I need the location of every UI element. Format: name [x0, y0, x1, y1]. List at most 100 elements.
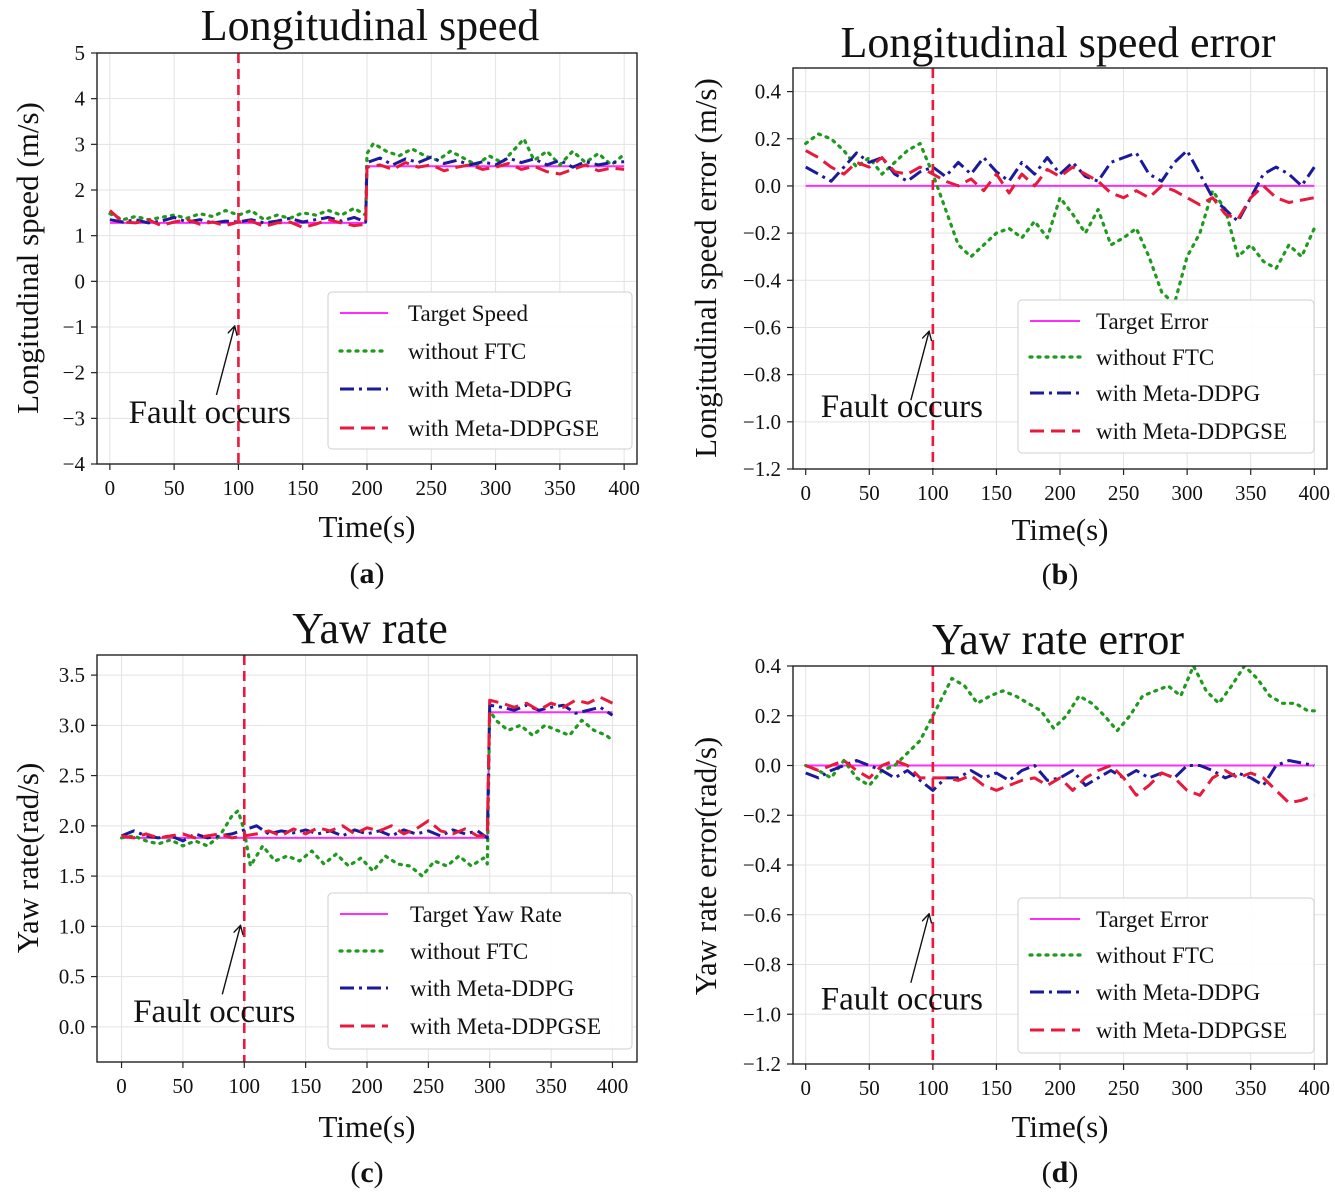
x-tick-label: 400	[1299, 1076, 1331, 1100]
panel-label: (b)	[1042, 558, 1079, 591]
legend-label: with Meta-DDPGSE	[1096, 1018, 1287, 1043]
annotation-text: Fault occurs	[129, 395, 291, 431]
series-line-without-ftc	[804, 132, 1316, 306]
annotation-text: Fault occurs	[133, 994, 295, 1030]
y-tick-label: 3.0	[59, 713, 85, 737]
chart-title: Longitudinal speed	[201, 1, 540, 50]
x-tick-label: 350	[1235, 1076, 1267, 1100]
annotation-arrow	[215, 327, 234, 396]
y-tick-label: 0.4	[755, 654, 782, 678]
annotation-arrow	[910, 915, 929, 983]
y-tick-label: −0.2	[743, 221, 781, 245]
x-tick-label: 100	[917, 1076, 949, 1100]
y-tick-label: −0.6	[743, 903, 781, 927]
y-tick-label: 5	[75, 41, 86, 65]
x-tick-label: 0	[800, 481, 811, 505]
panel-d: 0 50 100 150 200 250 300 350 400 −1.2 −1.0 −0.8 −0.6…	[688, 615, 1330, 1189]
y-tick-label: −0.6	[743, 315, 781, 339]
legend-label: with Meta-DDPG	[1096, 980, 1260, 1005]
x-tick-label: 200	[1044, 1076, 1076, 1100]
y-tick-label: −3	[63, 406, 85, 430]
x-tick-label: 150	[287, 476, 319, 500]
x-tick-label: 50	[172, 1074, 193, 1098]
y-tick-label: 0.2	[755, 127, 781, 151]
y-tick-label: 3	[75, 132, 86, 156]
y-tick-label: 2.0	[59, 814, 85, 838]
y-tick-label: 0.5	[59, 965, 85, 989]
legend-label: Target Yaw Rate	[410, 902, 562, 927]
y-tick-label: 1.0	[59, 914, 85, 938]
y-tick-label: −0.8	[743, 953, 781, 977]
legend-label: with Meta-DDPG	[1096, 381, 1260, 406]
x-tick-label: 400	[597, 1074, 629, 1098]
x-tick-label: 350	[544, 476, 576, 500]
y-tick-label: 0.4	[755, 80, 782, 104]
panel-a: 0 50 100 150 200 250 300 350 400 −4 −3 −2 −1 0 1 2 3 4 5 Lo…	[10, 1, 640, 590]
legend: Target Error without FTC with Meta-DDPG wit…	[1017, 897, 1315, 1054]
legend-label: Target Error	[1096, 309, 1209, 334]
x-axis-label: Time(s)	[318, 1109, 415, 1144]
panel-label: (a)	[350, 557, 385, 590]
legend-label: without FTC	[1096, 345, 1214, 370]
series-line-without-ftc	[119, 708, 615, 878]
panel-c: 0 50 100 150 200 250 300 350 400 0.0 0.5 1.0 1.5 2.0 2…	[10, 604, 638, 1189]
y-tick-label: 2	[75, 178, 86, 202]
legend-label: without FTC	[410, 939, 528, 964]
annotation-arrow	[221, 926, 240, 995]
x-tick-label: 250	[413, 1074, 445, 1098]
x-tick-label: 150	[981, 481, 1013, 505]
x-tick-label: 150	[290, 1074, 322, 1098]
y-axis-label: Yaw rate error(rad/s)	[688, 737, 723, 996]
y-tick-label: −2	[63, 361, 85, 385]
y-tick-label: −4	[63, 452, 86, 476]
panel-b: 0 50 100 150 200 250 300 350 400 −1.2 −1.0 −0.8 −0.6…	[688, 18, 1330, 591]
legend-label: Target Speed	[408, 301, 528, 326]
series-line-with-meta-ddpg	[109, 155, 625, 225]
y-tick-label: −0.4	[743, 853, 782, 877]
x-tick-label: 200	[1044, 481, 1076, 505]
x-tick-label: 300	[480, 476, 512, 500]
x-tick-label: 100	[229, 1074, 261, 1098]
y-tick-label: −1.2	[743, 457, 781, 481]
y-tick-label: −0.2	[743, 803, 781, 827]
legend: Target Speed without FTC with Meta-DDPG wit…	[327, 291, 633, 450]
series-group	[108, 137, 626, 229]
x-axis-label: Time(s)	[1011, 1109, 1108, 1144]
y-tick-label: −1.0	[743, 410, 781, 434]
panel-label: (d)	[1042, 1156, 1079, 1189]
annotation-text: Fault occurs	[821, 389, 983, 425]
x-tick-label: 0	[116, 1074, 127, 1098]
y-tick-label: 0.0	[755, 174, 781, 198]
legend-label: with Meta-DDPGSE	[408, 416, 599, 441]
y-tick-label: 0.2	[755, 704, 781, 728]
x-axis-label: Time(s)	[1011, 512, 1108, 547]
legend-label: with Meta-DDPG	[408, 377, 572, 402]
legend-label: Target Error	[1096, 907, 1209, 932]
annotation-arrow	[910, 332, 929, 401]
x-tick-label: 300	[474, 1074, 506, 1098]
legend-box	[327, 892, 633, 1050]
x-tick-label: 250	[1108, 481, 1140, 505]
x-tick-label: 400	[608, 476, 640, 500]
legend-box	[1017, 897, 1315, 1054]
series-line-with-meta-ddpgse	[805, 759, 1315, 805]
x-tick-label: 250	[416, 476, 448, 500]
y-axis-label: Yaw rate(rad/s)	[10, 763, 45, 954]
chart-title: Yaw rate error	[932, 615, 1184, 664]
y-tick-label: 2.5	[59, 764, 85, 788]
y-tick-label: −0.4	[743, 268, 782, 292]
x-tick-label: 250	[1108, 1076, 1140, 1100]
y-tick-label: −0.8	[743, 363, 781, 387]
legend-label: without FTC	[408, 339, 526, 364]
series-line-with-meta-ddpg	[805, 759, 1315, 792]
y-tick-label: 4	[75, 87, 86, 111]
y-axis-label: Longitudinal speed (m/s)	[10, 102, 45, 414]
legend-label: with Meta-DDPG	[410, 976, 574, 1001]
x-tick-label: 350	[535, 1074, 567, 1098]
x-tick-label: 300	[1171, 1076, 1203, 1100]
x-tick-label: 400	[1299, 481, 1331, 505]
x-axis-label: Time(s)	[318, 509, 415, 544]
x-tick-label: 50	[859, 1076, 880, 1100]
series-line-without-ftc	[108, 137, 626, 222]
